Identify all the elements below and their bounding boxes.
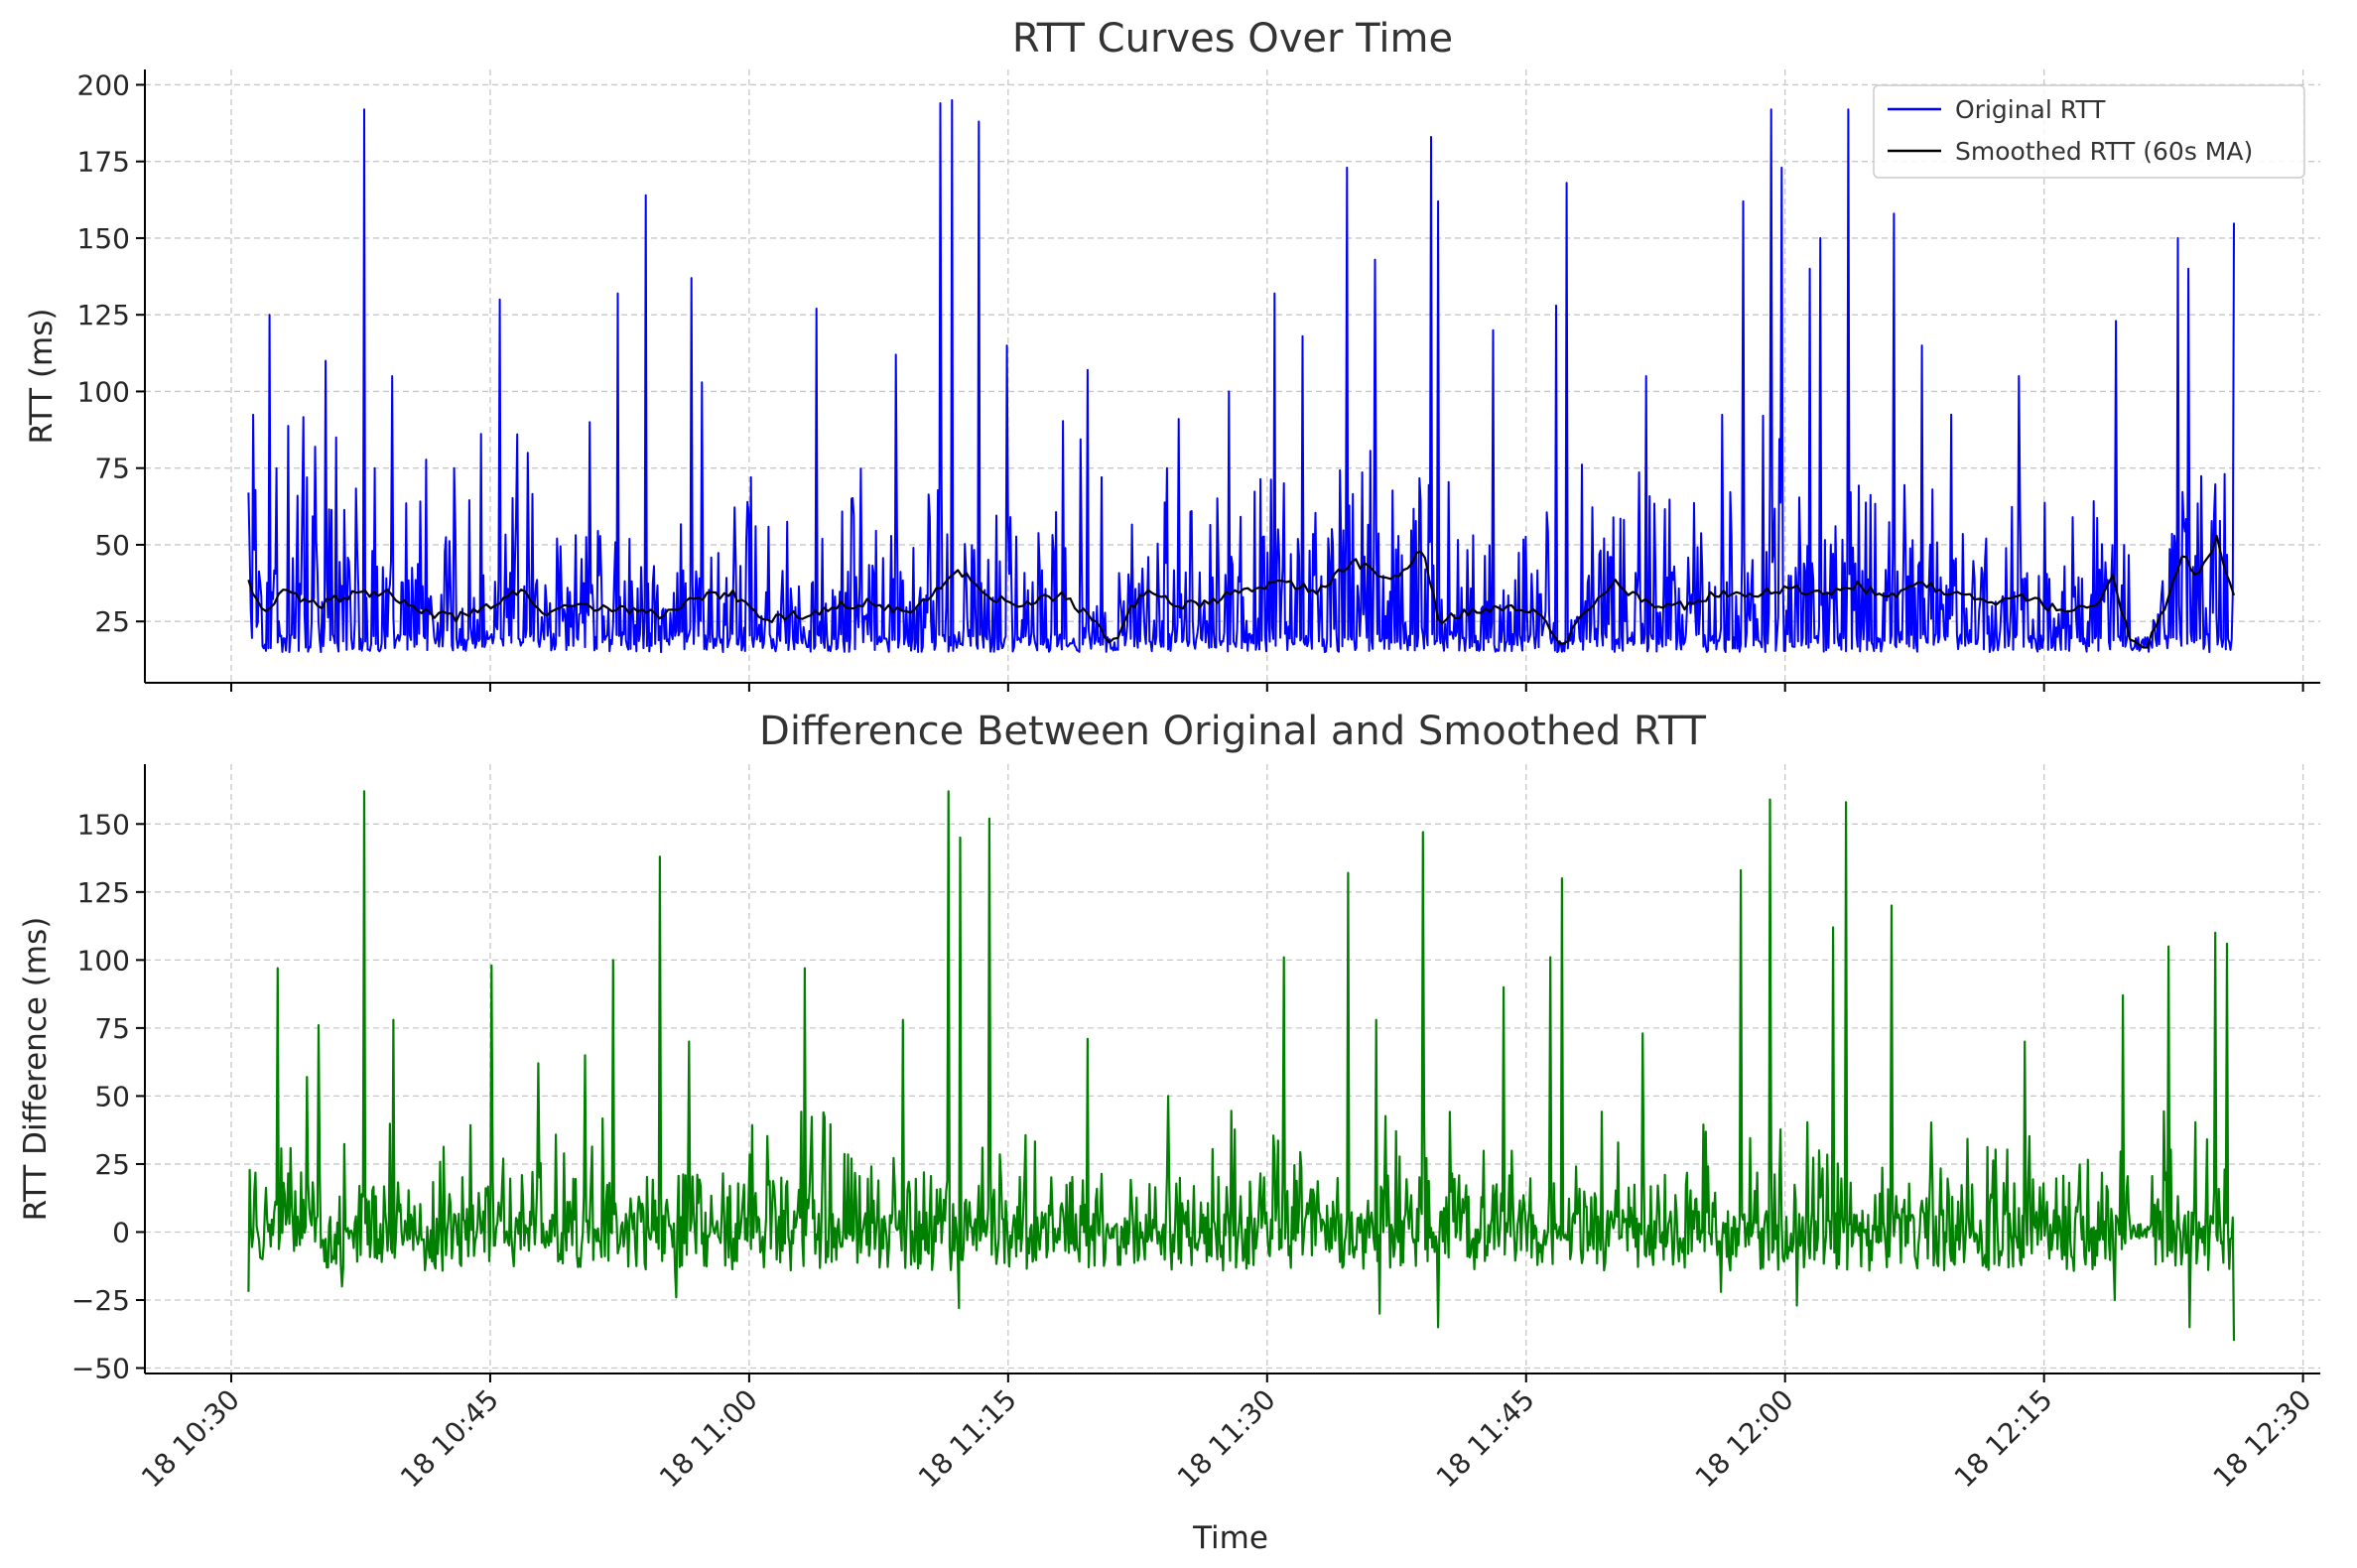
difference-grid: [145, 764, 2320, 1373]
difference-y-tick-label: 150: [77, 808, 130, 841]
rtt-y-tick-label: 175: [77, 146, 130, 179]
legend-label-original: Original RTT: [1955, 95, 2106, 124]
rtt-y-tick-label: 25: [94, 605, 130, 638]
difference-y-tick-label: 0: [112, 1216, 130, 1248]
difference-y-tick-label: 75: [94, 1012, 130, 1045]
x-tick-label: 18 11:30: [1171, 1383, 1282, 1495]
rtt-y-tick-label: 200: [77, 68, 130, 101]
rtt-chart-title: RTT Curves Over Time: [1012, 16, 1453, 62]
difference-y-tick-label: −25: [71, 1284, 130, 1317]
x-tick-label: 18 11:00: [653, 1383, 764, 1495]
difference-y-tick-label: 50: [94, 1080, 130, 1112]
x-tick-label: 18 10:45: [394, 1383, 505, 1495]
difference-y-tick-label: 125: [77, 876, 130, 909]
rtt-difference-line: [247, 790, 2236, 1342]
x-tick-label: 18 12:00: [1689, 1383, 1800, 1495]
difference-series-group: [247, 790, 2236, 1342]
rtt-curves-panel: 25 50 75 100 125 150 175 200 RTT Curves Over Ti…: [24, 16, 2320, 692]
rtt-y-tick-label: 100: [77, 375, 130, 408]
difference-ticks: −50 −25 0 25 50 75 100 125 150 18 10:30 18 10:45 18…: [71, 764, 2320, 1495]
legend-box: [1873, 84, 2305, 179]
rtt-y-tick-label: 125: [77, 299, 130, 331]
rtt-y-tick-label: 50: [94, 529, 130, 562]
difference-y-axis-label: RTT Difference (ms): [18, 917, 54, 1222]
smoothed-rtt-line: [247, 534, 2236, 649]
legend-label-smoothed: Smoothed RTT (60s MA): [1955, 137, 2253, 166]
original-rtt-line: [247, 98, 2235, 654]
rtt-y-tick-label: 150: [77, 222, 130, 255]
difference-y-tick-label: −50: [71, 1353, 130, 1385]
rtt-y-tick-label: 75: [94, 453, 130, 485]
time-x-axis-label: Time: [1192, 1520, 1268, 1556]
x-tick-label: 18 12:15: [1948, 1383, 2059, 1495]
difference-y-tick-label: 25: [94, 1148, 130, 1181]
x-tick-label: 18 10:30: [135, 1383, 246, 1495]
rtt-y-axis-label: RTT (ms): [24, 308, 60, 444]
x-tick-label: 18 11:15: [912, 1383, 1023, 1495]
rtt-ticks: 25 50 75 100 125 150 175 200: [77, 68, 2320, 692]
rtt-series-group: [247, 98, 2236, 654]
x-tick-label: 18 11:45: [1430, 1383, 1541, 1495]
rtt-legend[interactable]: Original RTT Smoothed RTT (60s MA): [1873, 84, 2305, 179]
difference-chart-title: Difference Between Original and Smoothed…: [759, 709, 1707, 754]
rtt-difference-panel: −50 −25 0 25 50 75 100 125 150 18 10:30 18 10:45 18…: [18, 709, 2320, 1556]
x-tick-label: 18 12:30: [2207, 1383, 2318, 1495]
difference-y-tick-label: 100: [77, 944, 130, 977]
